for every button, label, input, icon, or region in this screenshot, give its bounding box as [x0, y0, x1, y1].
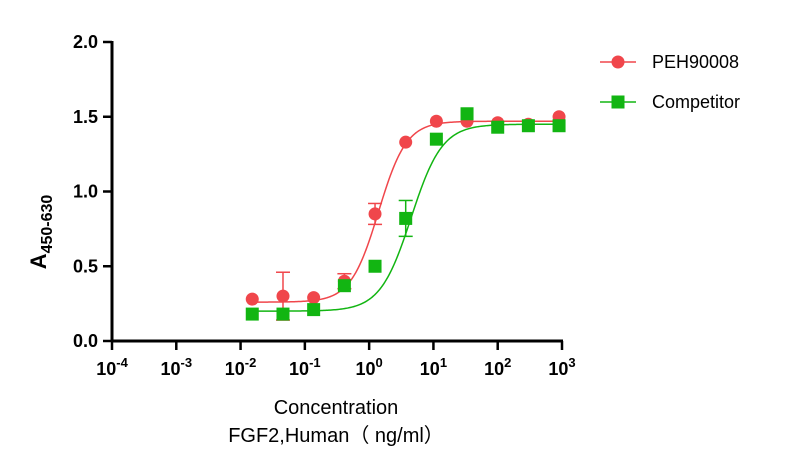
y-axis-label-subscript: 450-630	[39, 195, 56, 254]
x-tick-label: 10-4	[96, 355, 128, 379]
axes: 0.0 0.5 1.0 1.5 2.0 10-4 10-3 10-2 10-1 100 101 102…	[73, 32, 576, 379]
data-point-square	[245, 307, 259, 321]
legend: PEH90008 Competitor	[600, 52, 740, 112]
data-point-circle	[399, 135, 413, 149]
data-point-circle	[245, 292, 259, 306]
legend-marker-circle	[611, 55, 625, 69]
data-points	[245, 107, 566, 321]
data-point-square	[276, 307, 290, 321]
y-axis-label: A450-630	[26, 195, 56, 270]
data-point-square	[491, 120, 505, 134]
legend-label-2: Competitor	[652, 92, 740, 112]
data-point-circle	[276, 289, 290, 303]
data-point-square	[337, 279, 351, 293]
data-point-square	[460, 107, 474, 121]
data-point-square	[521, 119, 535, 133]
x-tick-label: 101	[420, 355, 447, 379]
x-tick-label: 103	[548, 355, 575, 379]
data-point-square	[429, 132, 443, 146]
legend-marker-square	[611, 95, 625, 109]
data-point-square	[368, 259, 382, 273]
x-tick-label: 100	[356, 355, 383, 379]
y-tick-label: 0.5	[73, 256, 98, 276]
x-axis-label-line1: Concentration	[274, 397, 399, 419]
data-point-square	[399, 211, 413, 225]
data-point-circle	[307, 291, 321, 305]
x-tick-label: 10-2	[225, 355, 257, 379]
data-point-square	[552, 119, 566, 133]
x-tick-label: 102	[484, 355, 511, 379]
x-tick-label: 10-3	[160, 355, 192, 379]
x-axis-label-line2: FGF2,Human（ ng/ml）	[228, 424, 444, 447]
y-tick-label: 1.5	[73, 107, 98, 127]
y-tick-label: 0.0	[73, 331, 98, 351]
y-axis-label-main: A	[26, 253, 51, 269]
y-tick-label: 2.0	[73, 32, 98, 52]
legend-label-1: PEH90008	[652, 52, 739, 72]
data-point-circle	[368, 207, 382, 221]
data-point-square	[307, 303, 321, 317]
y-tick-label: 1.0	[73, 182, 98, 202]
x-tick-label: 10-1	[289, 355, 321, 379]
data-point-circle	[429, 114, 443, 128]
